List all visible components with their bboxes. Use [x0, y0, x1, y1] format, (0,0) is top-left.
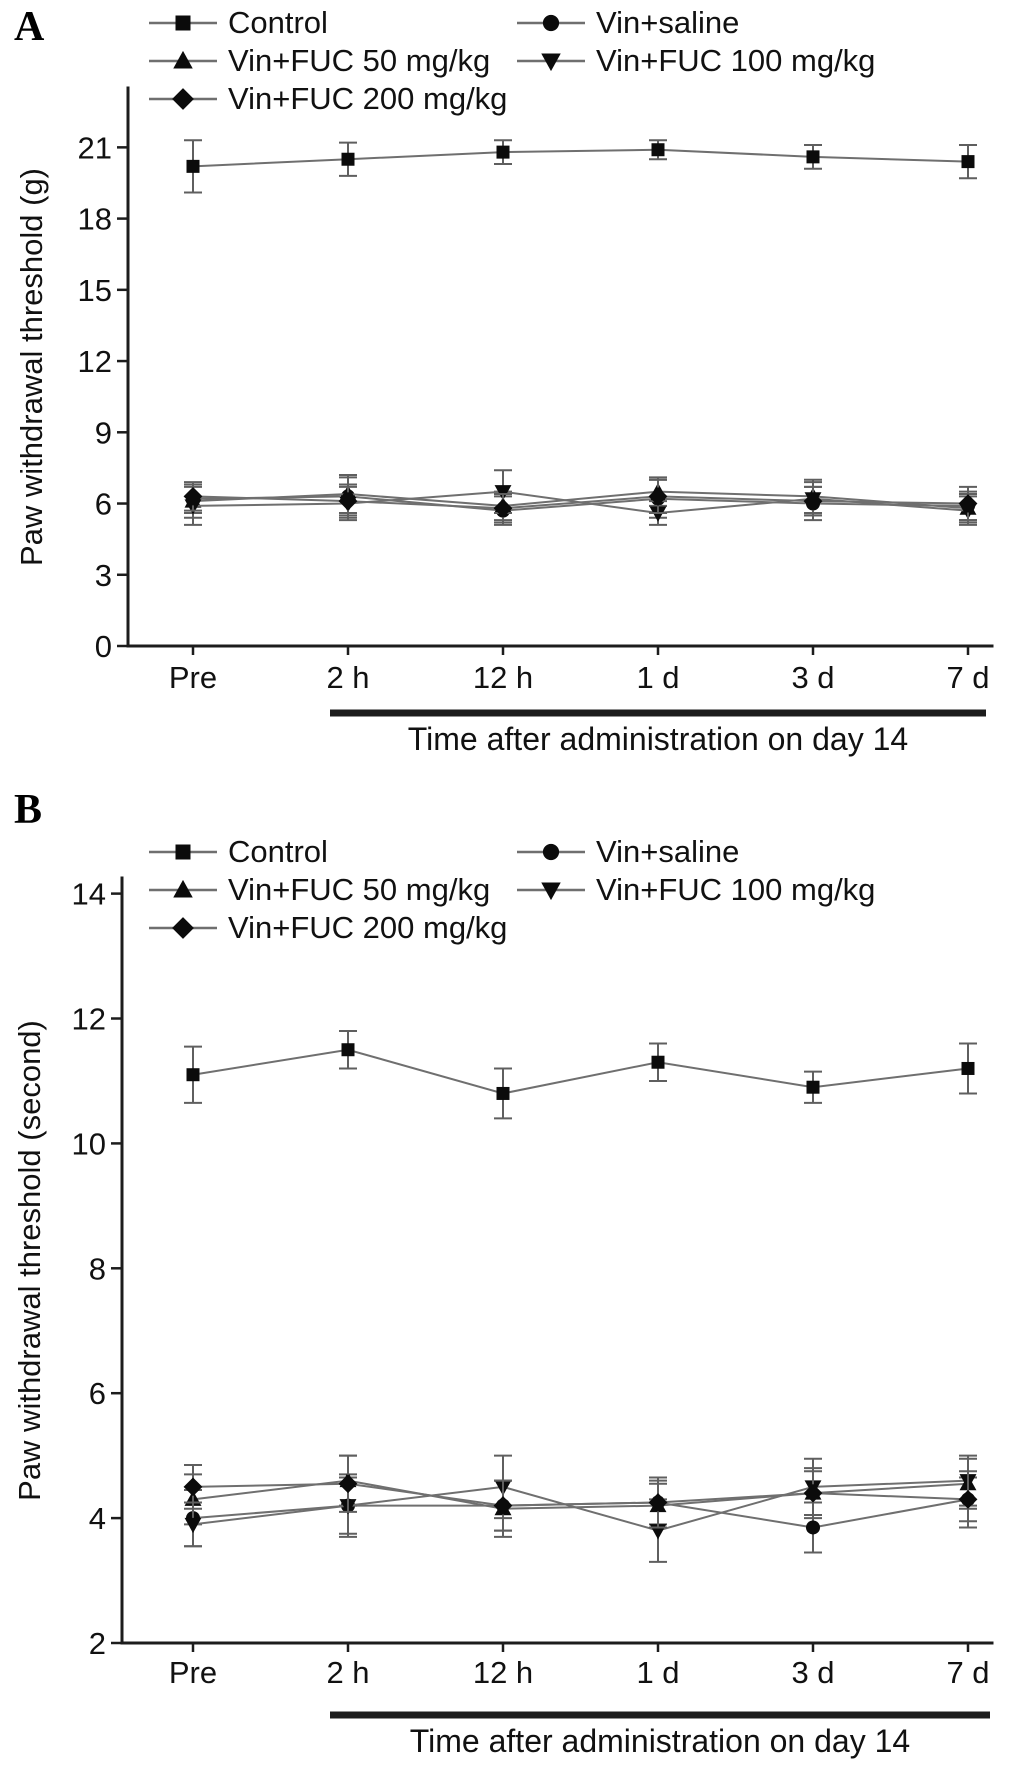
series-line — [192, 148, 969, 168]
vin-fuc-200-mg-kg-diamond-marker-icon — [183, 1477, 203, 1497]
vin-fuc-100-mg-kg-triangle-down-marker-icon — [184, 1517, 202, 1534]
control-square-marker-icon — [806, 150, 820, 164]
vin-fuc-200-mg-kg-diamond-marker-icon — [183, 486, 203, 506]
vin-fuc-200-mg-kg-diamond-marker-icon — [338, 1474, 358, 1494]
x-tick-label: 2 h — [326, 660, 369, 695]
series-line — [192, 1479, 969, 1532]
panel-b: 2 4 6 8 10 12 14 Pre 2 h 12 h 1 d 3 d 7 d Paw withdra… — [0, 775, 1027, 1788]
y-tick-label: 4 — [89, 1501, 106, 1536]
y-tick-label: 6 — [95, 487, 112, 522]
series-vin-fuc-50-mg-kg — [184, 1454, 977, 1538]
series-line — [192, 495, 969, 510]
control-square-marker-icon — [806, 1080, 820, 1094]
control-square-marker-icon — [496, 1086, 510, 1100]
y-tick-label: 2 — [89, 1626, 106, 1661]
vin-fuc-200-mg-kg-diamond-marker-icon — [493, 1496, 513, 1516]
series-vin-fuc-200-mg-kg — [183, 478, 978, 524]
panel-a-plot: 0 3 6 9 12 15 18 21 Pre 2 h 12 h 1 d 3 d 7 d Paw withd… — [14, 86, 994, 757]
control-square-marker-icon — [186, 1068, 200, 1082]
y-axis-title: Paw withdrawal threshold (second) — [12, 1020, 47, 1501]
x-tick-label: 7 d — [946, 1655, 989, 1690]
x-tick-label: 1 d — [636, 1655, 679, 1690]
x-tick-label: Pre — [169, 1655, 217, 1690]
y-axis-title: Paw withdrawal threshold (g) — [14, 168, 49, 566]
control-square-marker-icon — [651, 143, 665, 157]
y-tick-label: 6 — [89, 1376, 106, 1411]
x-tick-label: 3 d — [791, 1655, 834, 1690]
vin-fuc-200-mg-kg-diamond-marker-icon — [338, 491, 358, 511]
x-axis-title: Time after administration on day 14 — [408, 721, 908, 757]
x-tick-label: 3 d — [791, 660, 834, 695]
y-tick-label: 12 — [72, 1002, 106, 1037]
y-tick-label: 3 — [95, 558, 112, 593]
vin-fuc-200-mg-kg-diamond-marker-icon — [648, 486, 668, 506]
panel-b-plot: 2 4 6 8 10 12 14 Pre 2 h 12 h 1 d 3 d 7 d Paw withdra… — [12, 876, 994, 1759]
series-line — [192, 495, 969, 512]
x-tick-label: 12 h — [473, 1655, 533, 1690]
y-tick-label: 14 — [72, 877, 106, 912]
y-tick-label: 10 — [72, 1126, 106, 1161]
control-square-marker-icon — [961, 1061, 975, 1075]
y-tick-label: 8 — [89, 1251, 106, 1286]
x-tick-label: 2 h — [326, 1655, 369, 1690]
series-control — [184, 139, 977, 194]
y-tick-label: 9 — [95, 415, 112, 450]
x-tick-label: 7 d — [946, 660, 989, 695]
control-square-marker-icon — [341, 152, 355, 166]
control-square-marker-icon — [496, 145, 510, 159]
vin-fuc-200-mg-kg-diamond-marker-icon — [648, 1493, 668, 1512]
y-tick-label: 21 — [78, 130, 112, 165]
x-axis-title: Time after administration on day 14 — [410, 1723, 910, 1759]
vin-fuc-200-mg-kg-diamond-marker-icon — [803, 491, 823, 511]
y-tick-label: 18 — [78, 202, 112, 237]
control-square-marker-icon — [651, 1055, 665, 1069]
y-tick-label: 0 — [95, 629, 112, 664]
series-line — [192, 490, 969, 510]
x-tick-label: 1 d — [636, 660, 679, 695]
series-line — [192, 1482, 969, 1507]
series-control — [184, 1030, 977, 1120]
y-tick-label: 12 — [78, 344, 112, 379]
control-square-marker-icon — [186, 159, 200, 173]
vin-fuc-200-mg-kg-diamond-marker-icon — [493, 498, 513, 518]
series-line — [192, 1048, 969, 1095]
vin-fuc-100-mg-kg-triangle-down-marker-icon — [494, 485, 512, 501]
x-tick-label: Pre — [169, 660, 217, 695]
vin-fuc-200-mg-kg-diamond-marker-icon — [958, 494, 978, 513]
x-tick-label: 12 h — [473, 660, 533, 695]
panel-a: 0 3 6 9 12 15 18 21 Pre 2 h 12 h 1 d 3 d 7 d Paw withd… — [0, 0, 1027, 775]
vin-fuc-200-mg-kg-diamond-marker-icon — [958, 1489, 978, 1509]
panel-b-letter: B — [14, 787, 43, 833]
y-tick-label: 15 — [78, 273, 112, 308]
axes — [120, 876, 994, 1645]
vin-saline-circle-marker-icon — [805, 1520, 821, 1535]
control-square-marker-icon — [961, 155, 975, 169]
control-square-marker-icon — [341, 1043, 355, 1057]
axes — [126, 86, 994, 648]
panel-a-letter: A — [14, 4, 45, 50]
vin-fuc-100-mg-kg-triangle-down-marker-icon — [649, 506, 667, 522]
